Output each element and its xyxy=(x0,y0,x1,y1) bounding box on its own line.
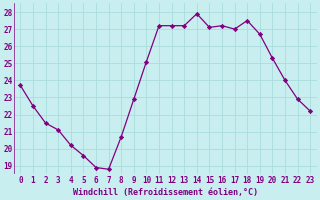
X-axis label: Windchill (Refroidissement éolien,°C): Windchill (Refroidissement éolien,°C) xyxy=(73,188,258,197)
